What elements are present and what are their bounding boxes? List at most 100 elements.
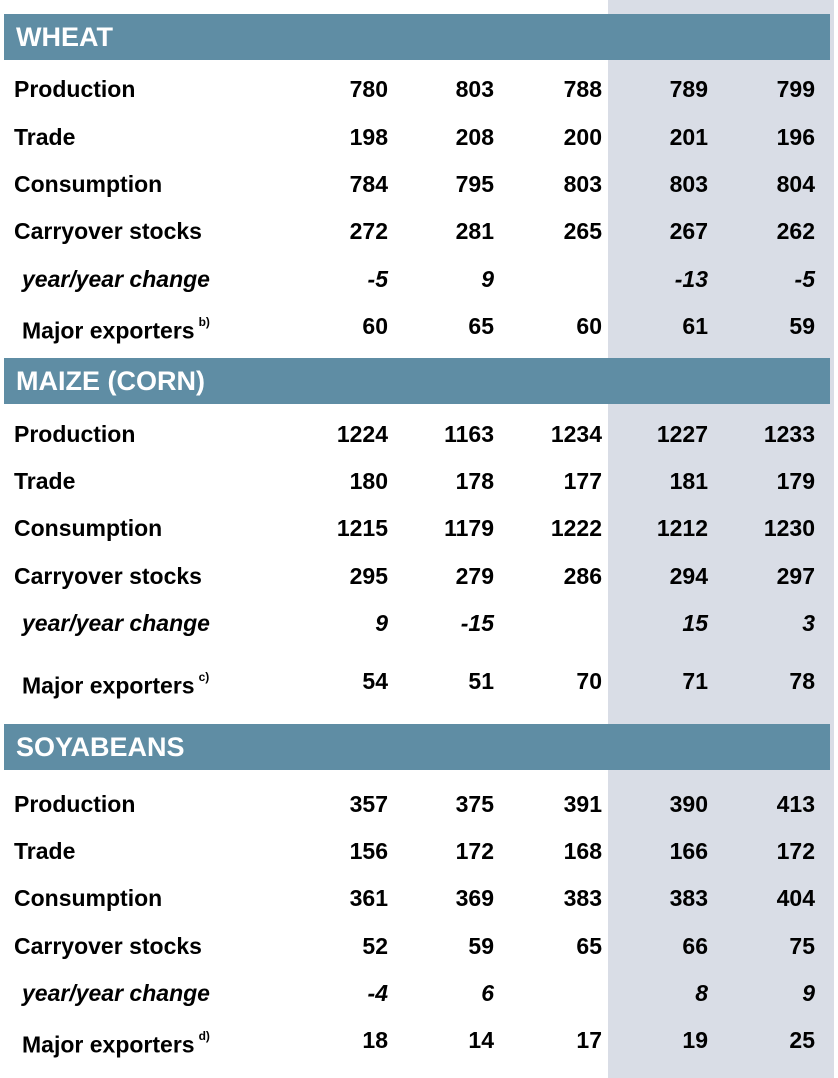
cell: 297 [776, 563, 815, 589]
cell: 361 [349, 885, 388, 911]
cell: 375 [455, 791, 494, 817]
cell: 357 [349, 791, 388, 817]
cell: 803 [563, 171, 602, 197]
cell: 390 [669, 791, 708, 817]
cell: 168 [563, 838, 602, 864]
row-label: Major exporters b) [22, 304, 210, 353]
section-header: MAIZE (CORN) [4, 358, 830, 404]
table-row: Consumption 1215 1179 1222 1212 1230 [0, 506, 838, 550]
cell: 369 [455, 885, 494, 911]
cell: 196 [776, 124, 815, 150]
cell: 795 [455, 171, 494, 197]
cell: 59 [468, 933, 494, 959]
cell: 265 [563, 218, 602, 244]
cell: 180 [349, 468, 388, 494]
cell: 17 [576, 1027, 602, 1053]
cell: 9 [375, 610, 388, 636]
cell: 3 [802, 610, 815, 636]
cell: 1227 [656, 421, 708, 447]
cell: 803 [669, 171, 708, 197]
cell: 9 [481, 266, 494, 292]
row-label: Production [14, 421, 136, 447]
row-label: Production [14, 791, 136, 817]
cell: 281 [455, 218, 494, 244]
cell: 19 [682, 1027, 708, 1053]
table-row: year/year change 9 -15 15 3 [0, 601, 838, 645]
cell: 1230 [763, 515, 815, 541]
cell: 279 [455, 563, 494, 589]
cell: 383 [563, 885, 602, 911]
cell: 66 [682, 933, 708, 959]
cell: 181 [669, 468, 708, 494]
cell: 70 [576, 668, 602, 694]
cell: 404 [776, 885, 815, 911]
row-label: Production [14, 76, 136, 102]
row-label-text: Major exporters [22, 317, 195, 344]
cell: 799 [776, 76, 815, 102]
cell: 1234 [550, 421, 602, 447]
cell: 1212 [656, 515, 708, 541]
cell: 75 [789, 933, 815, 959]
footnote-marker: d) [198, 1029, 210, 1043]
cell: 60 [576, 313, 602, 339]
row-label: Trade [14, 468, 76, 494]
cell: 179 [776, 468, 815, 494]
cell: 52 [362, 933, 388, 959]
cell: 1215 [336, 515, 388, 541]
row-label: year/year change [22, 266, 210, 292]
table-row: Major exporters d) 18 14 17 19 25 [0, 1018, 838, 1062]
row-label: year/year change [22, 610, 210, 636]
cell: 172 [455, 838, 494, 864]
cell: 1222 [550, 515, 602, 541]
row-label: Trade [14, 124, 76, 150]
row-label: Trade [14, 838, 76, 864]
cell: 1224 [336, 421, 388, 447]
cell: 6 [481, 980, 494, 1006]
row-label: Major exporters d) [22, 1018, 210, 1067]
cell: 208 [455, 124, 494, 150]
projection-columns-shading [608, 0, 834, 1078]
cell: 15 [682, 610, 708, 636]
table-row: Trade 156 172 168 166 172 [0, 829, 838, 873]
cell: 172 [776, 838, 815, 864]
cell: 391 [563, 791, 602, 817]
table-row: Production 357 375 391 390 413 [0, 782, 838, 826]
cell: 784 [349, 171, 388, 197]
cell: 383 [669, 885, 708, 911]
row-label: Major exporters c) [22, 659, 209, 708]
cell: 788 [563, 76, 602, 102]
row-label: Consumption [14, 885, 163, 911]
cell: 156 [349, 838, 388, 864]
row-label: Carryover stocks [14, 218, 202, 244]
cell: 413 [776, 791, 815, 817]
cell: 61 [682, 313, 708, 339]
cell: 71 [682, 668, 708, 694]
footnote-marker: b) [198, 315, 210, 329]
table-row: year/year change -5 9 -13 -5 [0, 257, 838, 301]
table-row: Production 1224 1163 1234 1227 1233 [0, 412, 838, 456]
cell: 1163 [444, 421, 494, 447]
section-header: WHEAT [4, 14, 830, 60]
row-label-text: Major exporters [22, 672, 195, 699]
cell: 18 [362, 1027, 388, 1053]
table-row: Production 780 803 788 789 799 [0, 67, 838, 111]
cell: 9 [802, 980, 815, 1006]
cell: -15 [460, 610, 494, 636]
row-label: Consumption [14, 515, 163, 541]
row-label: Carryover stocks [14, 563, 202, 589]
table-row: Trade 180 178 177 181 179 [0, 459, 838, 503]
table-row: Carryover stocks 272 281 265 267 262 [0, 209, 838, 253]
cell: 8 [695, 980, 708, 1006]
cell: -5 [794, 266, 815, 292]
table-row: Major exporters c) 54 51 70 71 78 [0, 659, 838, 703]
cell: 59 [789, 313, 815, 339]
cell: 780 [349, 76, 388, 102]
cell: 200 [563, 124, 602, 150]
row-label: Consumption [14, 171, 163, 197]
cell: 51 [468, 668, 494, 694]
table-row: Consumption 784 795 803 803 804 [0, 162, 838, 206]
cell: 65 [468, 313, 494, 339]
cell: -4 [367, 980, 388, 1006]
table-row: Major exporters b) 60 65 60 61 59 [0, 304, 838, 348]
section-header: SOYABEANS [4, 724, 830, 770]
